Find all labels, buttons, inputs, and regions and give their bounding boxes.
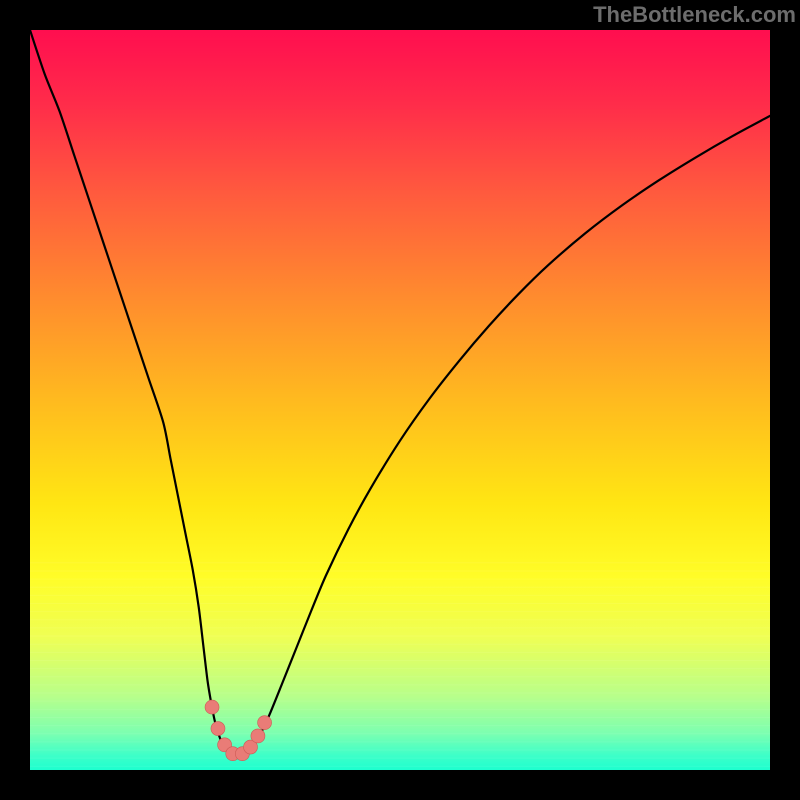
bottleneck-curve (30, 30, 770, 757)
plot-area (30, 30, 770, 770)
dip-marker-1 (211, 722, 225, 736)
chart-container: TheBottleneck.com (0, 0, 800, 800)
dip-marker-6 (251, 729, 265, 743)
dip-marker-0 (205, 700, 219, 714)
dip-marker-7 (258, 716, 272, 730)
curve-layer (30, 30, 770, 770)
watermark-text: TheBottleneck.com (593, 2, 796, 28)
